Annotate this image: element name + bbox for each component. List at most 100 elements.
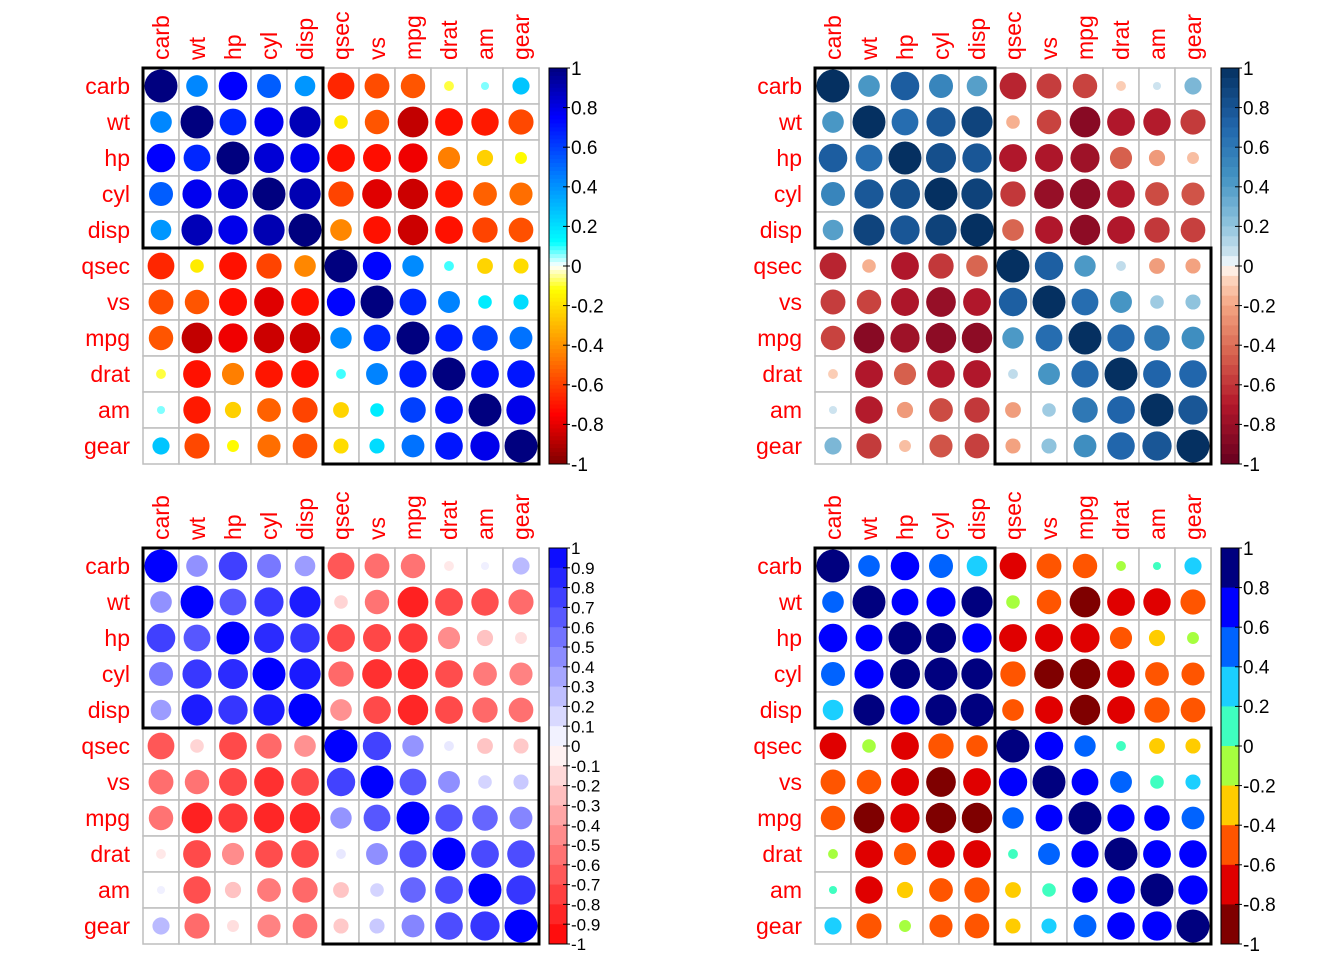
- column-label-am: am: [472, 28, 498, 60]
- corr-circle-gear-drat: [1107, 912, 1135, 940]
- corr-circle-hp-gear: [1187, 152, 1199, 164]
- row-label-cyl: cyl: [102, 661, 130, 687]
- column-label-carb: carb: [820, 495, 846, 540]
- row-label-mpg: mpg: [757, 805, 802, 831]
- corr-circle-cyl-cyl: [252, 177, 286, 211]
- corr-circle-disp-am: [1144, 697, 1170, 723]
- column-label-gear: gear: [1180, 14, 1206, 60]
- legend-tick-label: 0.4: [1243, 178, 1270, 199]
- corr-circle-cyl-drat: [1107, 660, 1135, 688]
- legend-swatch: [549, 440, 567, 445]
- corr-circle-am-cyl: [257, 398, 281, 422]
- corr-circle-qsec-gear: [513, 738, 529, 754]
- corr-circle-vs-wt: [856, 289, 882, 315]
- color-legend: 1 0.8 0.6 0.4 0.2 0 -0.2 -0.4 -0.6 -0.8 -1: [1220, 539, 1276, 956]
- corr-circle-wt-qsec: [334, 595, 348, 609]
- legend-tick-label: -1: [571, 935, 586, 954]
- legend-swatch: [549, 143, 567, 148]
- legend-swatch: [1221, 77, 1239, 89]
- corr-circle-wt-mpg: [1069, 106, 1101, 138]
- corr-circle-cyl-cyl: [924, 657, 958, 691]
- legend-swatch: [549, 361, 567, 366]
- legend-swatch: [1221, 295, 1239, 307]
- corr-circle-hp-mpg: [398, 623, 428, 653]
- corr-circle-gear-carb: [824, 437, 842, 455]
- column-label-hp: hp: [892, 514, 918, 540]
- column-label-vs: vs: [364, 37, 390, 60]
- corr-circle-drat-drat: [432, 357, 466, 391]
- corr-circle-am-cyl: [929, 398, 953, 422]
- corr-circle-vs-cyl: [254, 287, 284, 317]
- legend-tick-label: 0.6: [1243, 138, 1269, 159]
- corr-circle-carb-am: [1152, 81, 1162, 91]
- corr-circle-qsec-cyl: [256, 253, 282, 279]
- corr-circle-mpg-hp: [890, 323, 920, 353]
- corr-circle-qsec-disp: [294, 735, 316, 757]
- corr-circle-mpg-mpg: [1068, 321, 1102, 355]
- corr-circle-cyl-am: [473, 662, 497, 686]
- legend-tick-label: 0: [1243, 257, 1254, 278]
- corr-circle-disp-wt: [853, 694, 885, 726]
- corr-circle-wt-gear: [508, 589, 534, 615]
- corr-circle-vs-mpg: [399, 288, 427, 316]
- row-label-hp: hp: [776, 145, 802, 171]
- legend-swatch: [549, 416, 567, 421]
- corr-circle-carb-disp: [966, 555, 988, 577]
- legend-swatch: [549, 376, 567, 382]
- corr-circle-cyl-disp: [961, 658, 993, 690]
- legend-swatch: [549, 222, 567, 227]
- corr-circle-am-gear: [1178, 395, 1208, 425]
- legend-swatch: [549, 277, 567, 283]
- corr-circle-cyl-hp: [217, 658, 249, 690]
- corr-circle-disp-drat: [435, 696, 463, 724]
- corr-circle-vs-disp: [963, 288, 991, 316]
- corr-circle-am-disp: [964, 397, 990, 423]
- corr-circle-hp-vs: [1034, 143, 1064, 173]
- corr-circle-cyl-carb: [148, 661, 174, 687]
- corr-circle-cyl-vs: [1034, 659, 1064, 689]
- legend-swatch: [549, 103, 567, 109]
- legend-swatch: [549, 170, 567, 176]
- corr-circle-hp-drat: [437, 626, 461, 650]
- corr-circle-hp-cyl: [925, 622, 957, 654]
- grid-cell: [250, 907, 288, 945]
- corr-circle-am-vs: [1042, 403, 1056, 417]
- legend-swatch: [1221, 127, 1239, 138]
- legend-tick-label: 1: [571, 539, 580, 558]
- corr-circle-drat-qsec: [336, 849, 346, 859]
- corr-circle-disp-am: [1144, 217, 1170, 243]
- column-label-disp: disp: [292, 18, 318, 60]
- legend-swatch: [549, 210, 567, 216]
- corr-circle-qsec-cyl: [256, 733, 282, 759]
- column-label-cyl: cyl: [928, 512, 954, 540]
- legend-swatch: [549, 273, 567, 279]
- legend-swatch: [1221, 746, 1239, 787]
- corr-circle-vs-hp: [890, 767, 920, 797]
- legend-tick-label: -1: [1243, 455, 1260, 476]
- corr-circle-qsec-carb: [819, 252, 847, 280]
- legend-swatch: [1221, 864, 1239, 905]
- row-label-gear: gear: [756, 913, 802, 939]
- corr-circle-am-wt: [855, 876, 883, 904]
- corr-circle-cyl-hp: [889, 658, 921, 690]
- corr-circle-drat-mpg: [1071, 840, 1099, 868]
- corr-circle-wt-hp: [891, 108, 919, 136]
- corr-circle-mpg-am: [1144, 325, 1170, 351]
- corr-circle-hp-qsec: [327, 144, 355, 172]
- corr-circle-disp-gear: [1180, 697, 1206, 723]
- column-label-mpg: mpg: [1072, 495, 1098, 540]
- corr-circle-vs-qsec: [998, 287, 1028, 317]
- legend-swatch: [549, 329, 567, 334]
- corr-circle-am-cyl: [257, 878, 281, 902]
- legend-swatch: [549, 250, 567, 255]
- row-label-vs: vs: [779, 289, 802, 315]
- legend-swatch: [549, 432, 567, 437]
- column-label-vs: vs: [1036, 37, 1062, 60]
- corr-circle-vs-mpg: [1071, 288, 1099, 316]
- corr-circle-qsec-drat: [444, 741, 454, 751]
- corr-circle-mpg-wt: [853, 802, 885, 834]
- corr-circle-cyl-gear: [509, 662, 533, 686]
- legend-swatch: [549, 805, 567, 826]
- corr-circle-wt-am: [471, 588, 499, 616]
- corr-circle-disp-carb: [822, 219, 844, 241]
